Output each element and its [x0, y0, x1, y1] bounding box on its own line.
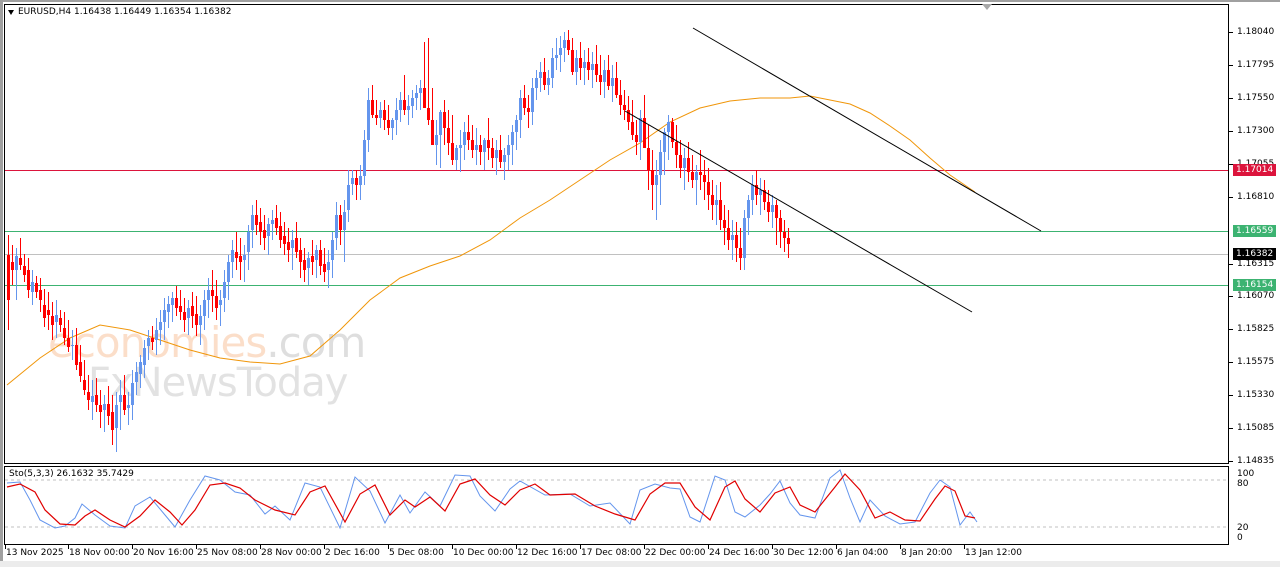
- main-chart-panel[interactable]: [4, 4, 1229, 464]
- symbol-header[interactable]: EURUSD,H4 1.16438 1.16449 1.16354 1.1638…: [8, 7, 231, 17]
- price-tick: [1229, 461, 1233, 462]
- price-tick: [1229, 296, 1233, 297]
- window-border-left: [0, 0, 3, 567]
- time-label: 28 Nov 00:00: [261, 548, 322, 558]
- price-tick: [1229, 395, 1233, 396]
- stochastic-label: Sto(5,3,3) 26.1632 35.7429: [9, 469, 134, 479]
- time-tick: [836, 545, 837, 549]
- price-tick: [1229, 65, 1233, 66]
- price-label: 1.15575: [1237, 357, 1275, 367]
- time-label: 2 Dec 16:00: [325, 548, 380, 558]
- time-tick: [708, 545, 709, 549]
- stochastic-axis-label: 100: [1237, 469, 1255, 479]
- price-tag: 1.17014: [1233, 164, 1276, 176]
- time-label: 13 Nov 2025: [6, 548, 64, 558]
- time-tick: [132, 545, 133, 549]
- price-label: 1.18040: [1237, 27, 1275, 37]
- price-label: 1.16315: [1237, 259, 1275, 269]
- time-tick: [580, 545, 581, 549]
- time-label: 17 Dec 08:00: [581, 548, 642, 558]
- price-tick: [1229, 131, 1233, 132]
- time-tick: [5, 545, 6, 549]
- time-tick: [324, 545, 325, 549]
- watermark-com-text: .com: [266, 318, 366, 367]
- time-tick: [964, 545, 965, 549]
- time-label: 5 Dec 08:00: [389, 548, 444, 558]
- price-label: 1.15330: [1237, 390, 1275, 400]
- time-tick: [196, 545, 197, 549]
- price-label: 1.17795: [1237, 60, 1275, 70]
- price-label: 1.16810: [1237, 192, 1275, 202]
- time-tick: [772, 545, 773, 549]
- time-label: 30 Dec 12:00: [773, 548, 834, 558]
- price-label: 1.15085: [1237, 423, 1275, 433]
- stochastic-signal-line: [6, 473, 976, 528]
- price-tag: 1.16382: [1233, 248, 1276, 260]
- dropdown-triangle-icon[interactable]: [8, 9, 14, 15]
- time-tick: [452, 545, 453, 549]
- symbol-ohlc-text: EURUSD,H4 1.16438 1.16449 1.16354 1.1638…: [18, 7, 232, 17]
- status-strip: [0, 561, 1280, 567]
- time-label: 18 Nov 00:00: [69, 548, 130, 558]
- price-label: 1.16070: [1237, 291, 1275, 301]
- time-tick: [516, 545, 517, 549]
- price-tick: [1229, 428, 1233, 429]
- price-tick: [1229, 362, 1233, 363]
- price-label: 1.15825: [1237, 324, 1275, 334]
- price-tick: [1229, 329, 1233, 330]
- stochastic-axis-label: 20: [1237, 523, 1249, 533]
- price-tick: [1229, 164, 1233, 165]
- trendline-channel-lower: [624, 110, 973, 313]
- watermark-economies: economies.com: [48, 318, 366, 367]
- price-label: 1.17550: [1237, 93, 1275, 103]
- price-tick: [1229, 98, 1233, 99]
- stochastic-axis-label: 80: [1237, 479, 1249, 489]
- time-label: 8 Jan 20:00: [901, 548, 953, 558]
- price-tick: [1229, 32, 1233, 33]
- time-tick: [644, 545, 645, 549]
- moving-average-line: [6, 95, 976, 386]
- chart-shift-marker-icon[interactable]: [982, 4, 992, 10]
- time-label: 13 Jan 12:00: [965, 548, 1022, 558]
- stochastic-panel[interactable]: [4, 466, 1229, 545]
- price-tick: [1229, 264, 1233, 265]
- time-tick: [388, 545, 389, 549]
- stochastic-main-line: [6, 469, 978, 530]
- candlesticks: [7, 30, 790, 452]
- time-label: 20 Nov 16:00: [133, 548, 194, 558]
- time-label: 24 Dec 16:00: [709, 548, 770, 558]
- time-label: 10 Dec 00:00: [453, 548, 514, 558]
- price-tag: 1.16559: [1233, 225, 1276, 237]
- trendline-channel-upper: [692, 27, 1042, 232]
- time-label: 22 Dec 00:00: [645, 548, 706, 558]
- time-label: 25 Nov 08:00: [197, 548, 258, 558]
- price-tick: [1229, 197, 1233, 198]
- price-label: 1.17300: [1237, 126, 1275, 136]
- watermark-economies-text: economies: [48, 318, 267, 367]
- time-label: 12 Dec 16:00: [517, 548, 578, 558]
- time-tick: [260, 545, 261, 549]
- time-label: 6 Jan 04:00: [837, 548, 889, 558]
- time-tick: [900, 545, 901, 549]
- window-border-top: [0, 0, 1280, 2]
- price-label: 1.14835: [1237, 456, 1275, 466]
- stochastic-axis-label: 0: [1237, 533, 1243, 543]
- price-tag: 1.16154: [1233, 279, 1276, 291]
- time-tick: [68, 545, 69, 549]
